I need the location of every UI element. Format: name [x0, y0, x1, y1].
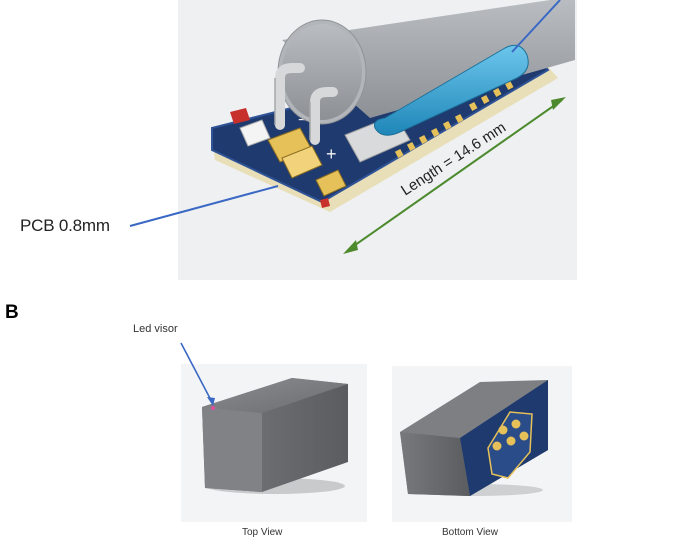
svg-text:+: + [326, 144, 337, 164]
pcb-thickness-label: PCB 0.8mm [20, 216, 110, 235]
battery-cylinder [277, 0, 575, 125]
led-visor-label: Led visor [133, 323, 178, 335]
top-view-case [202, 378, 348, 494]
bottom-view-case [400, 380, 548, 496]
bottom-contact-pads [492, 419, 529, 451]
bottom-view-caption: Bottom View [442, 527, 498, 538]
connector-pins [275, 63, 338, 145]
crystal-leader-line [511, 0, 561, 53]
pcb-components: − + [230, 58, 526, 208]
length-dimension-arrow [343, 97, 566, 254]
led-visor-dot [211, 406, 215, 410]
top-view-caption: Top View [242, 527, 283, 538]
svg-text:−: − [298, 112, 307, 129]
panel-b-letter: B [5, 302, 19, 323]
crystal-component [374, 44, 529, 136]
pcb-pads [394, 80, 514, 158]
pcb-leader-line [129, 185, 279, 227]
led-leader-line [180, 342, 214, 405]
